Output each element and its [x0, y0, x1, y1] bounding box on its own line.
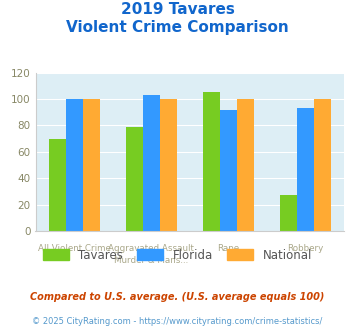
Text: Aggravated Assault: Aggravated Assault — [108, 244, 194, 253]
Text: Rape: Rape — [218, 244, 240, 253]
Bar — [237, 99, 254, 231]
Bar — [220, 110, 237, 231]
Text: Compared to U.S. average. (U.S. average equals 100): Compared to U.S. average. (U.S. average … — [30, 292, 325, 302]
Bar — [143, 95, 160, 231]
Text: Murder & Mans...: Murder & Mans... — [114, 256, 189, 265]
Bar — [160, 99, 177, 231]
Bar — [66, 99, 83, 231]
Text: All Violent Crime: All Violent Crime — [38, 244, 110, 253]
Bar — [83, 99, 100, 231]
Bar — [126, 127, 143, 231]
Text: Violent Crime Comparison: Violent Crime Comparison — [66, 20, 289, 35]
Legend: Tavares, Florida, National: Tavares, Florida, National — [38, 244, 317, 266]
Bar — [203, 92, 220, 231]
Bar — [297, 108, 314, 231]
Bar — [314, 99, 331, 231]
Bar — [280, 195, 297, 231]
Text: Robbery: Robbery — [288, 244, 324, 253]
Text: 2019 Tavares: 2019 Tavares — [121, 2, 234, 16]
Text: © 2025 CityRating.com - https://www.cityrating.com/crime-statistics/: © 2025 CityRating.com - https://www.city… — [32, 317, 323, 326]
Bar — [49, 139, 66, 231]
